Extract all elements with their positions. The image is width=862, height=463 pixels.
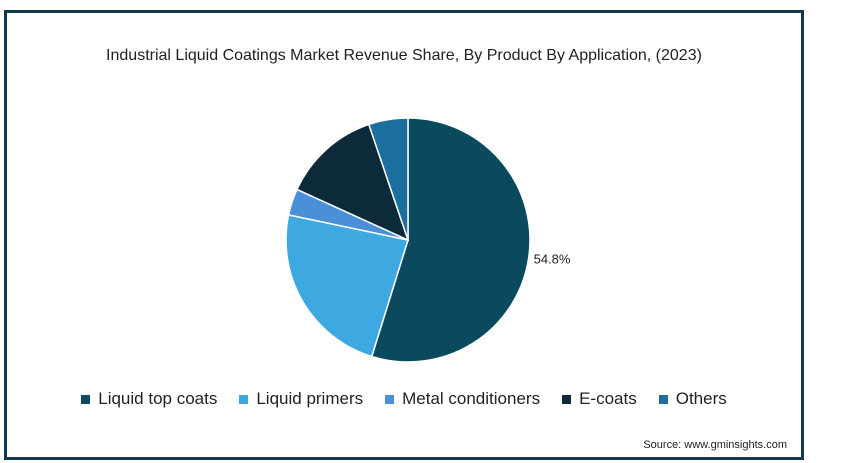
legend-item-others: Others bbox=[658, 389, 727, 409]
chart-legend: Liquid top coats Liquid primers Metal co… bbox=[7, 389, 801, 409]
legend-swatch bbox=[562, 394, 572, 404]
legend-label: E-coats bbox=[579, 389, 637, 408]
pie-chart: 54.8% bbox=[285, 117, 571, 363]
legend-item-liquid-primers: Liquid primers bbox=[239, 389, 363, 409]
legend-item-e-coats: E-coats bbox=[562, 389, 637, 409]
chart-frame: Industrial Liquid Coatings Market Revenu… bbox=[4, 10, 804, 460]
legend-item-liquid-top-coats: Liquid top coats bbox=[81, 389, 217, 409]
pie-slice-liquid-primers bbox=[285, 213, 409, 358]
legend-label: Metal conditioners bbox=[402, 389, 541, 408]
source-note: Source: www.gminsights.com bbox=[643, 439, 787, 451]
pie-slice-others bbox=[367, 117, 409, 241]
legend-label: Others bbox=[675, 389, 727, 408]
pie-slice-e-coats bbox=[295, 123, 410, 242]
legend-label: Liquid top coats bbox=[98, 389, 218, 408]
legend-label: Liquid primers bbox=[256, 389, 364, 408]
legend-item-metal-conditioners: Metal conditioners bbox=[385, 389, 540, 409]
legend-swatch bbox=[239, 394, 249, 404]
chart-title: Industrial Liquid Coatings Market Revenu… bbox=[106, 47, 702, 64]
legend-swatch bbox=[658, 394, 668, 404]
data-label: 54.8% bbox=[534, 251, 571, 266]
legend-swatch bbox=[81, 394, 91, 404]
legend-swatch bbox=[385, 394, 395, 404]
pie-slice-liquid-top-coats bbox=[370, 117, 531, 363]
